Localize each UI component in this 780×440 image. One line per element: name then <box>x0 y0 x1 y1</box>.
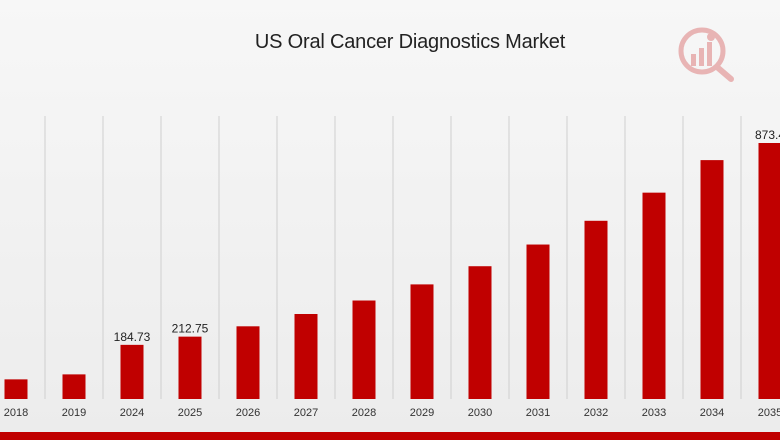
bar-2018 <box>4 379 28 399</box>
bar-2024 <box>120 344 144 399</box>
x-tick-label: 2035 <box>758 407 780 419</box>
bar-2033 <box>642 192 666 399</box>
bottom-accent-band <box>0 432 780 440</box>
bar-2019 <box>62 374 86 399</box>
x-tick-label: 2030 <box>468 407 492 419</box>
x-tick-label: 2034 <box>700 407 724 419</box>
x-tick-label: 2027 <box>294 407 318 419</box>
bar-2026 <box>236 326 260 399</box>
data-label: 873.4 <box>755 128 780 142</box>
bar-2032 <box>584 220 608 399</box>
x-tick-label: 2019 <box>62 407 86 419</box>
x-tick-label: 2018 <box>4 407 28 419</box>
data-label: 212.75 <box>172 322 209 336</box>
x-tick-label: 2024 <box>120 407 144 419</box>
x-tick-label: 2026 <box>236 407 260 419</box>
bar-2035 <box>758 143 780 399</box>
bar-2030 <box>468 266 492 399</box>
bar-2034 <box>700 160 724 399</box>
x-tick-label: 2028 <box>352 407 376 419</box>
bar-2029 <box>410 284 434 399</box>
x-tick-label: 2033 <box>642 407 666 419</box>
x-tick-label: 2025 <box>178 407 202 419</box>
x-tick-label: 2032 <box>584 407 608 419</box>
market-research-logo-icon <box>678 27 734 82</box>
x-tick-label: 2031 <box>526 407 550 419</box>
data-label: 184.73 <box>114 330 151 344</box>
chart-title: US Oral Cancer Diagnostics Market <box>254 31 566 53</box>
bar-2027 <box>294 313 318 399</box>
bar-2031 <box>526 244 550 399</box>
x-tick-label: 2029 <box>410 407 434 419</box>
bar-2025 <box>178 336 202 399</box>
bar-2028 <box>352 300 376 399</box>
